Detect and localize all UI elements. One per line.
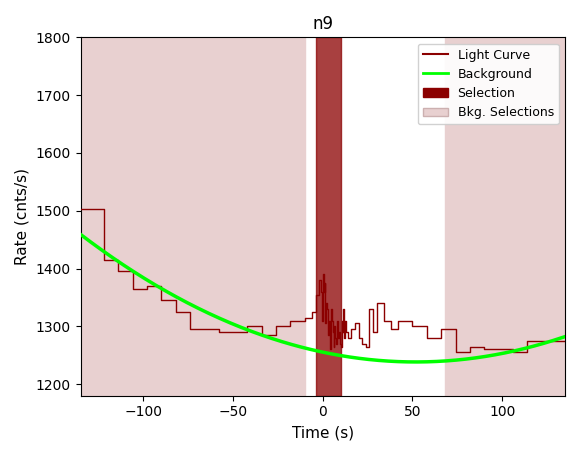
X-axis label: Time (s): Time (s) [292,425,354,440]
Title: n9: n9 [312,15,334,33]
Legend: Light Curve, Background, Selection, Bkg. Selections: Light Curve, Background, Selection, Bkg.… [418,44,559,124]
Y-axis label: Rate (cnts/s): Rate (cnts/s) [15,168,30,265]
Bar [445,37,565,396]
Bar [81,37,305,396]
